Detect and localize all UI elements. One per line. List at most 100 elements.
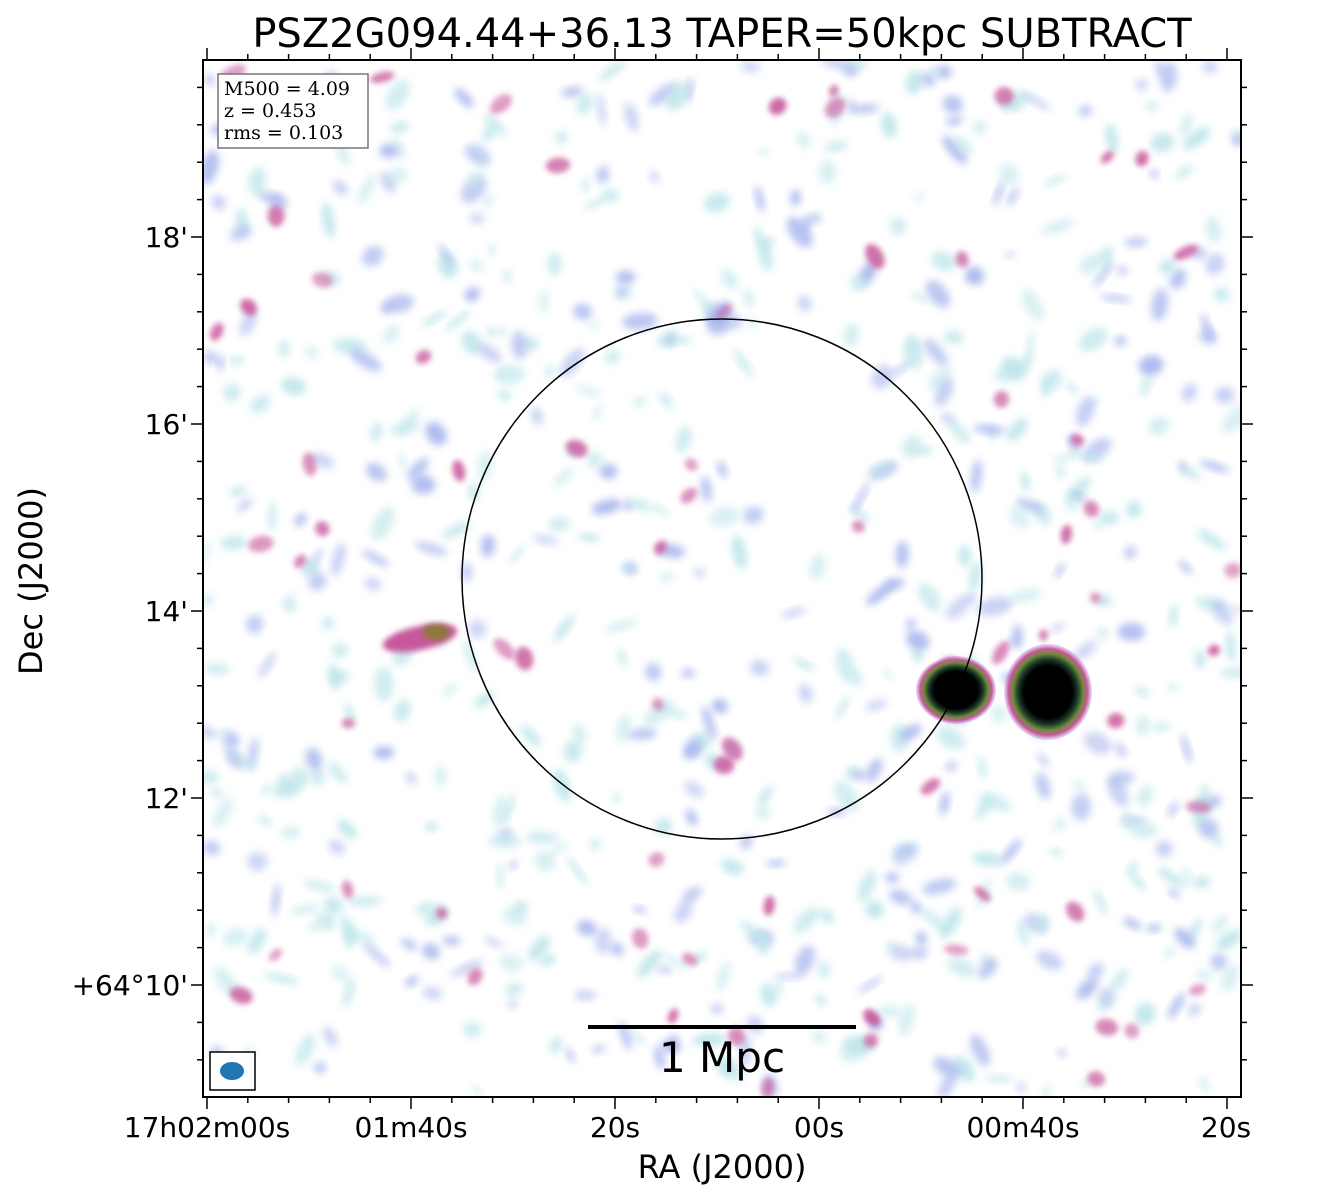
- noise-blob: [883, 668, 894, 680]
- noise-blob: [501, 907, 527, 926]
- noise-blob: [624, 102, 639, 132]
- noise-blob: [321, 616, 335, 630]
- noise-blob: [212, 729, 231, 737]
- noise-blob: [247, 927, 267, 955]
- noise-blob: [1198, 819, 1219, 839]
- noise-blob: [212, 797, 234, 828]
- noise-blob: [748, 506, 764, 525]
- noise-blob: [902, 435, 922, 458]
- noise-blob: [885, 871, 900, 884]
- noise-blob: [480, 534, 496, 558]
- noise-blob: [497, 327, 507, 336]
- noise-blob: [1167, 801, 1179, 817]
- noise-blob: [592, 404, 602, 422]
- x-tick-label: 00s: [794, 1111, 844, 1144]
- noise-blob: [250, 394, 271, 414]
- y-tick-label: +64°10': [72, 969, 188, 1002]
- noise-blob: [502, 269, 512, 284]
- emission-blob: [1060, 524, 1072, 545]
- noise-blob: [1169, 268, 1187, 290]
- emission-blob: [369, 71, 395, 84]
- noise-blob: [993, 181, 1005, 207]
- noise-blob: [1080, 453, 1102, 462]
- noise-blob: [229, 486, 248, 497]
- noise-blob: [615, 270, 636, 284]
- emission-blob: [210, 322, 224, 341]
- noise-blob: [801, 214, 811, 232]
- x-tick-label: 00m40s: [966, 1111, 1079, 1144]
- emission-blob: [341, 718, 356, 729]
- noise-blob: [1150, 133, 1175, 153]
- noise-blob: [1054, 563, 1065, 578]
- noise-blob: [531, 406, 543, 426]
- noise-blob: [220, 535, 248, 550]
- noise-blob: [1093, 262, 1114, 287]
- noise-blob: [574, 990, 597, 1000]
- noise-blob: [236, 497, 253, 513]
- noise-blob: [794, 945, 815, 975]
- noise-blob: [754, 186, 765, 213]
- noise-blob: [222, 927, 249, 947]
- noise-blob: [978, 958, 997, 980]
- noise-blob: [589, 838, 601, 850]
- noise-blob: [1220, 964, 1239, 992]
- emission-blob: [1095, 1018, 1119, 1036]
- noise-blob: [310, 768, 325, 786]
- noise-blob: [936, 726, 965, 750]
- noise-blob: [1080, 1080, 1091, 1089]
- noise-blob: [383, 324, 400, 344]
- noise-blob: [508, 999, 518, 1009]
- noise-blob: [1035, 913, 1050, 935]
- noise-blob: [1205, 216, 1222, 243]
- noise-blob: [620, 565, 637, 573]
- noise-blob: [350, 349, 382, 372]
- noise-blob: [346, 896, 383, 907]
- x-axis-label: RA (J2000): [638, 1148, 807, 1186]
- noise-blob: [1127, 820, 1158, 838]
- noise-blob: [867, 461, 894, 481]
- noise-blob: [314, 1061, 326, 1074]
- noise-blob: [970, 459, 983, 493]
- noise-blob: [1197, 529, 1227, 551]
- y-tick-label: 18': [145, 221, 188, 254]
- noise-blob: [1096, 627, 1108, 639]
- noise-blob: [1136, 785, 1154, 807]
- noise-blob: [1180, 113, 1193, 136]
- noise-blob: [509, 545, 526, 564]
- noise-blob: [1205, 253, 1225, 276]
- emission-blob: [1135, 150, 1149, 167]
- noise-blob: [245, 614, 264, 634]
- noise-blob: [272, 775, 305, 799]
- noise-blob: [580, 178, 590, 192]
- noise-blob: [1126, 861, 1138, 878]
- noise-blob: [1157, 867, 1187, 889]
- noise-blob: [1194, 876, 1211, 889]
- noise-blob: [1006, 872, 1031, 891]
- noise-blob: [594, 928, 612, 954]
- emission-blob: [1083, 500, 1100, 518]
- noise-blob: [484, 114, 507, 136]
- noise-blob: [323, 897, 344, 915]
- noise-blob: [268, 500, 277, 532]
- emission-blob: [1038, 629, 1049, 641]
- noise-blob: [1181, 383, 1197, 402]
- noise-blob: [279, 339, 290, 358]
- noise-blob: [970, 1034, 991, 1067]
- noise-blob: [773, 980, 783, 996]
- noise-blob: [707, 315, 730, 336]
- noise-blob: [817, 960, 831, 979]
- noise-blob: [437, 252, 458, 279]
- y-axis-label: Dec (J2000): [12, 487, 50, 675]
- emission-blob: [920, 778, 941, 795]
- noise-blob: [1233, 605, 1241, 614]
- beam-ellipse: [220, 1062, 244, 1080]
- noise-blob: [563, 740, 583, 763]
- noise-blob: [1006, 417, 1028, 442]
- noise-blob: [487, 834, 522, 849]
- noise-blob: [1125, 501, 1143, 518]
- emission-blob: [1070, 433, 1085, 446]
- noise-blob: [331, 965, 345, 979]
- noise-blob: [1123, 545, 1137, 560]
- noise-blob: [332, 180, 348, 195]
- noise-blob: [976, 596, 1013, 617]
